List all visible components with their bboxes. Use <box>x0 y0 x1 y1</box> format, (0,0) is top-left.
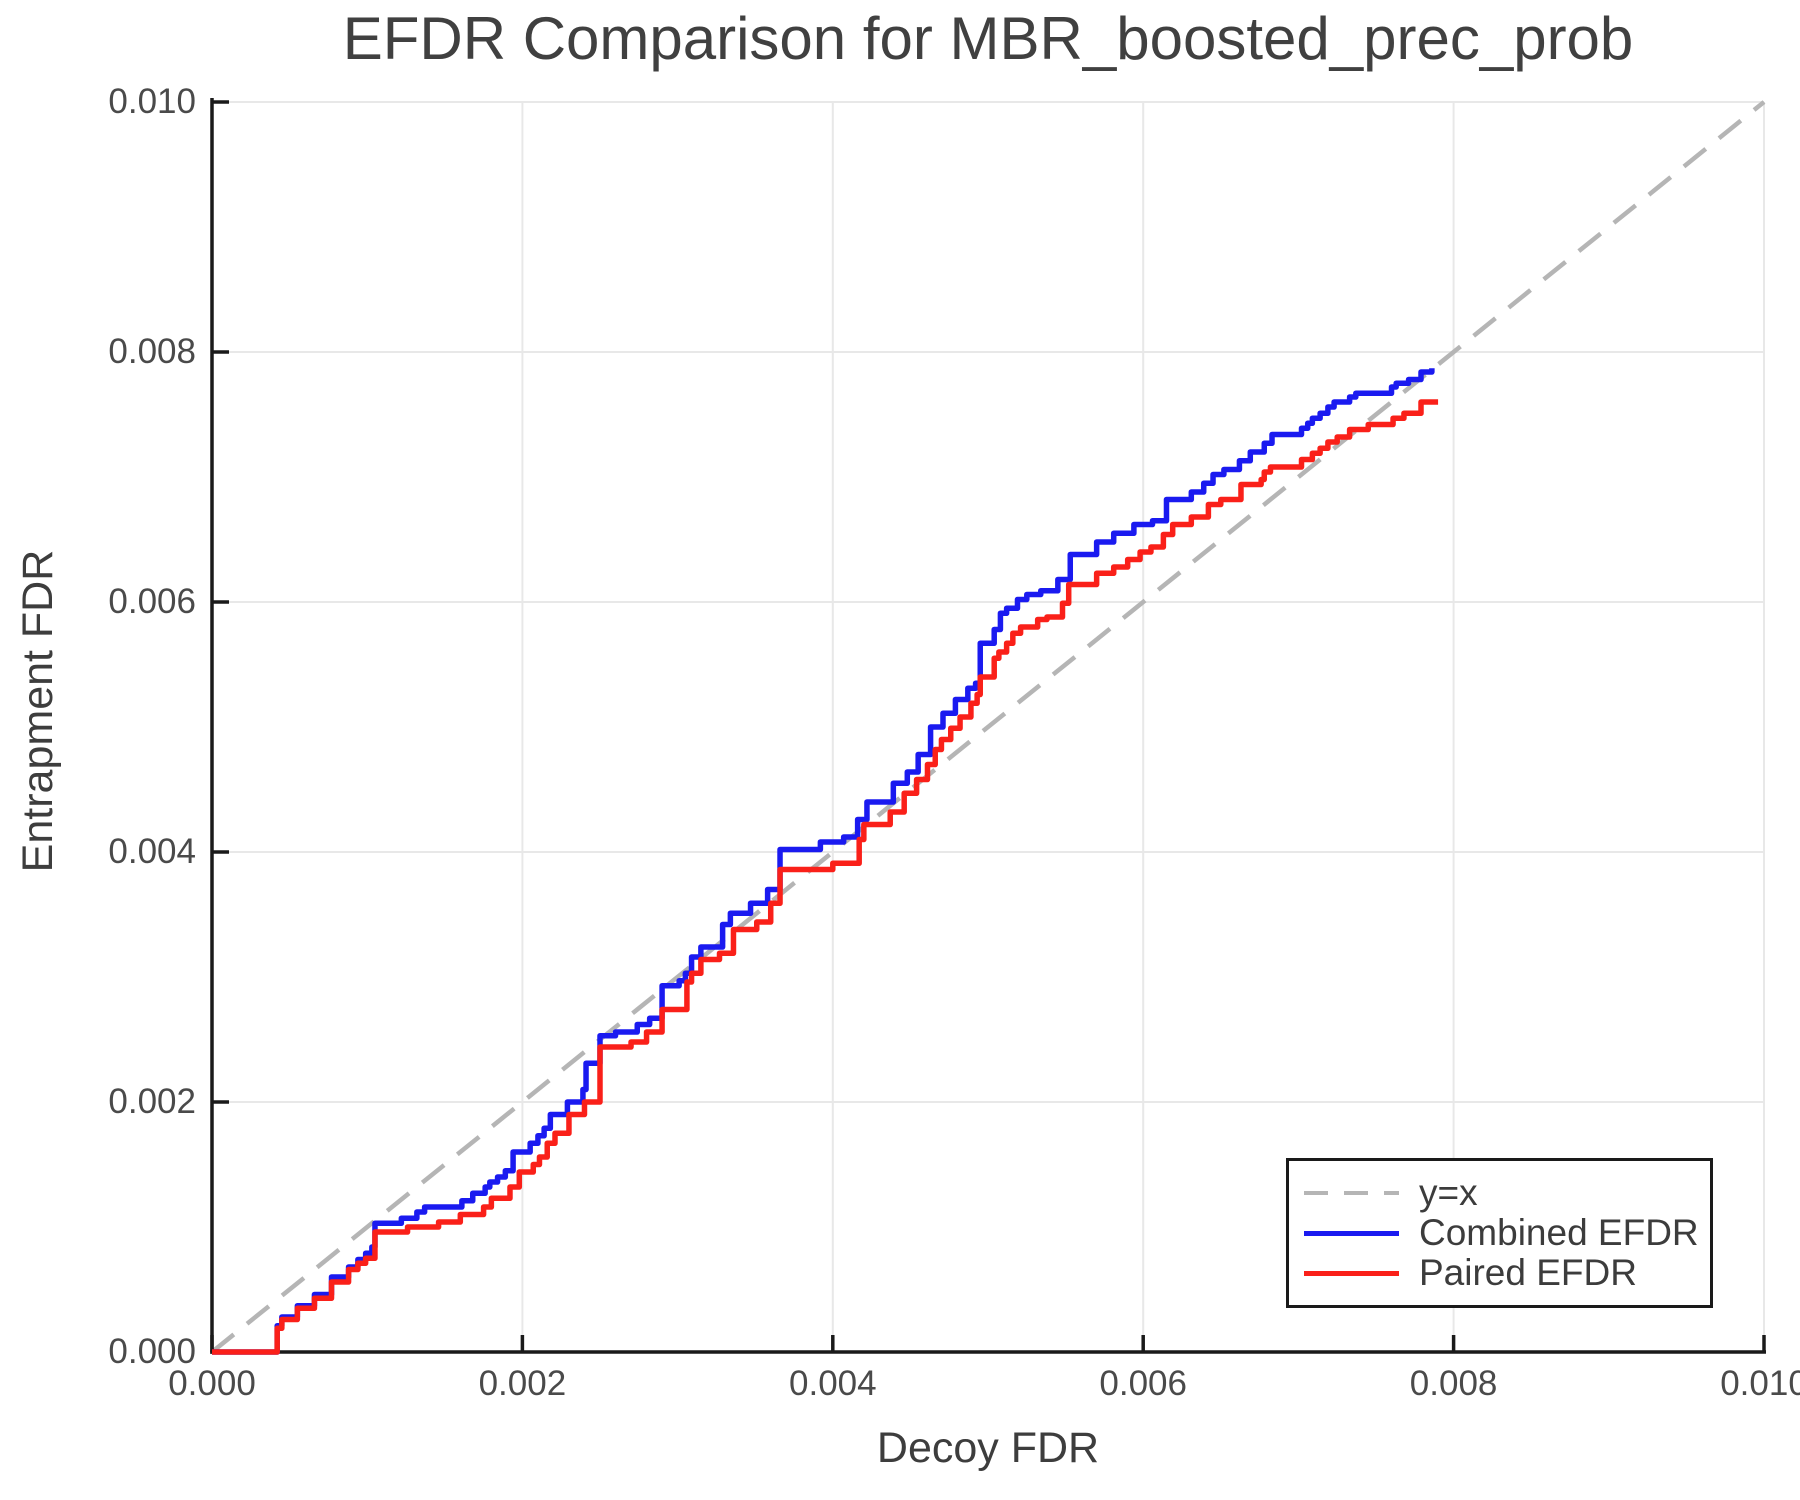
x-tick-label: 0.004 <box>789 1364 877 1403</box>
legend-label: Combined EFDR <box>1419 1212 1699 1253</box>
y-tick-label: 0.006 <box>108 582 196 621</box>
x-tick-label: 0.006 <box>1099 1364 1187 1403</box>
x-tick-label: 0.002 <box>478 1364 567 1403</box>
legend: y=x Combined EFDR Paired EFDR <box>1286 1158 1713 1308</box>
legend-line-sample <box>1304 1270 1399 1276</box>
x-tick-label: 0.008 <box>1409 1364 1498 1403</box>
y-tick-label: 0.008 <box>108 332 196 371</box>
combined-efdr-line <box>212 368 1435 1355</box>
y-tick-label: 0.002 <box>108 1082 196 1121</box>
x-tick-label: 0.010 <box>1720 1364 1800 1403</box>
y-tick-label: 0.004 <box>108 832 196 871</box>
legend-entry: y=x <box>1289 1173 1710 1213</box>
legend-entry: Combined EFDR <box>1289 1213 1710 1253</box>
legend-entry: Paired EFDR <box>1289 1253 1710 1293</box>
paired-efdr-line <box>212 399 1439 1355</box>
y-axis-label: Entrapment FDR <box>14 549 62 873</box>
legend-dashed-line-sample <box>1304 1191 1399 1195</box>
legend-line-sample <box>1304 1230 1399 1236</box>
chart-title: EFDR Comparison for MBR_boosted_prec_pro… <box>342 5 1634 72</box>
x-axis-label: Decoy FDR <box>876 1424 1100 1472</box>
y-tick-label: 0.000 <box>108 1332 196 1371</box>
x-tick-label: 0.000 <box>168 1364 256 1403</box>
identity-line <box>210 100 1766 1354</box>
legend-label: y=x <box>1419 1172 1478 1213</box>
legend-label: Paired EFDR <box>1419 1252 1637 1293</box>
y-tick-label: 0.010 <box>108 82 196 121</box>
